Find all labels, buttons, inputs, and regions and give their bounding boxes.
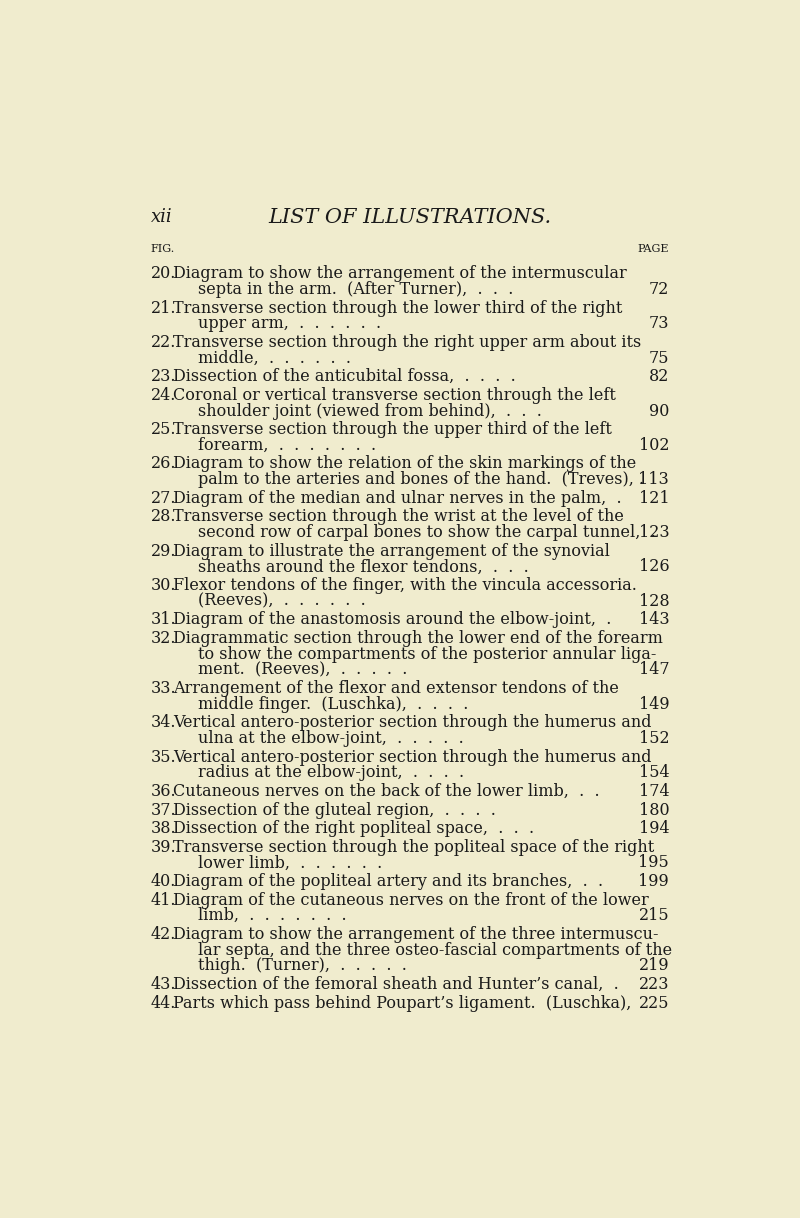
Text: 102: 102 <box>638 437 669 454</box>
Text: limb,  .  .  .  .  .  .  .: limb, . . . . . . . <box>198 907 346 924</box>
Text: 128: 128 <box>638 593 669 610</box>
Text: Diagram of the median and ulnar nerves in the palm,  .: Diagram of the median and ulnar nerves i… <box>173 490 622 507</box>
Text: 123: 123 <box>638 524 669 541</box>
Text: Cutaneous nerves on the back of the lower limb,  .  .: Cutaneous nerves on the back of the lowe… <box>173 783 600 800</box>
Text: Dissection of the gluteal region,  .  .  .  .: Dissection of the gluteal region, . . . … <box>173 801 496 818</box>
Text: Diagram of the anastomosis around the elbow-joint,  .: Diagram of the anastomosis around the el… <box>173 611 611 628</box>
Text: xii: xii <box>151 208 173 227</box>
Text: 199: 199 <box>638 873 669 890</box>
Text: lar septa, and the three osteo-fascial compartments of the: lar septa, and the three osteo-fascial c… <box>198 942 672 959</box>
Text: middle finger.  (Luschka),  .  .  .  .: middle finger. (Luschka), . . . . <box>198 695 468 713</box>
Text: 147: 147 <box>638 661 669 678</box>
Text: middle,  .  .  .  .  .  .: middle, . . . . . . <box>198 350 351 367</box>
Text: Diagrammatic section through the lower end of the forearm: Diagrammatic section through the lower e… <box>173 630 663 647</box>
Text: 121: 121 <box>638 490 669 507</box>
Text: sheaths around the flexor tendons,  .  .  .: sheaths around the flexor tendons, . . . <box>198 558 529 575</box>
Text: 28.: 28. <box>151 508 176 525</box>
Text: 215: 215 <box>638 907 669 924</box>
Text: Vertical antero-posterior section through the humerus and: Vertical antero-posterior section throug… <box>173 749 652 766</box>
Text: 90: 90 <box>649 403 669 419</box>
Text: Diagram to show the arrangement of the three intermuscu-: Diagram to show the arrangement of the t… <box>173 926 658 943</box>
Text: Parts which pass behind Poupart’s ligament.  (Luschka),: Parts which pass behind Poupart’s ligame… <box>173 995 631 1011</box>
Text: to show the compartments of the posterior annular liga-: to show the compartments of the posterio… <box>198 646 656 663</box>
Text: Flexor tendons of the finger, with the vincula accessoria.: Flexor tendons of the finger, with the v… <box>173 577 637 594</box>
Text: Coronal or vertical transverse section through the left: Coronal or vertical transverse section t… <box>173 387 616 404</box>
Text: 225: 225 <box>638 995 669 1011</box>
Text: (Reeves),  .  .  .  .  .  .: (Reeves), . . . . . . <box>198 593 366 610</box>
Text: 180: 180 <box>638 801 669 818</box>
Text: Diagram of the popliteal artery and its branches,  .  .: Diagram of the popliteal artery and its … <box>173 873 603 890</box>
Text: ulna at the elbow-joint,  .  .  .  .  .: ulna at the elbow-joint, . . . . . <box>198 730 464 747</box>
Text: upper arm,  .  .  .  .  .  .: upper arm, . . . . . . <box>198 315 381 333</box>
Text: 75: 75 <box>649 350 669 367</box>
Text: Diagram to show the arrangement of the intermuscular: Diagram to show the arrangement of the i… <box>173 266 627 283</box>
Text: 219: 219 <box>638 957 669 974</box>
Text: forearm,  .  .  .  .  .  .  .: forearm, . . . . . . . <box>198 437 376 454</box>
Text: lower limb,  .  .  .  .  .  .: lower limb, . . . . . . <box>198 855 382 871</box>
Text: Dissection of the right popliteal space,  .  .  .: Dissection of the right popliteal space,… <box>173 820 534 837</box>
Text: Transverse section through the lower third of the right: Transverse section through the lower thi… <box>173 300 622 317</box>
Text: 43.: 43. <box>151 976 176 993</box>
Text: 37.: 37. <box>151 801 177 818</box>
Text: LIST OF ILLUSTRATIONS.: LIST OF ILLUSTRATIONS. <box>269 208 551 227</box>
Text: 149: 149 <box>638 695 669 713</box>
Text: second row of carpal bones to show the carpal tunnel,  .: second row of carpal bones to show the c… <box>198 524 656 541</box>
Text: Arrangement of the flexor and extensor tendons of the: Arrangement of the flexor and extensor t… <box>173 680 619 697</box>
Text: 38.: 38. <box>151 820 177 837</box>
Text: 39.: 39. <box>151 839 177 856</box>
Text: thigh.  (Turner),  .  .  .  .  .: thigh. (Turner), . . . . . <box>198 957 407 974</box>
Text: 23.: 23. <box>151 368 176 385</box>
Text: 174: 174 <box>638 783 669 800</box>
Text: radius at the elbow-joint,  .  .  .  .: radius at the elbow-joint, . . . . <box>198 765 464 782</box>
Text: 25.: 25. <box>151 421 176 438</box>
Text: 26.: 26. <box>151 456 176 473</box>
Text: 152: 152 <box>638 730 669 747</box>
Text: ment.  (Reeves),  .  .  .  .  .: ment. (Reeves), . . . . . <box>198 661 407 678</box>
Text: Dissection of the anticubital fossa,  .  .  .  .: Dissection of the anticubital fossa, . .… <box>173 368 516 385</box>
Text: septa in the arm.  (After Turner),  .  .  .: septa in the arm. (After Turner), . . . <box>198 281 514 298</box>
Text: Transverse section through the wrist at the level of the: Transverse section through the wrist at … <box>173 508 624 525</box>
Text: Transverse section through the right upper arm about its: Transverse section through the right upp… <box>173 334 642 351</box>
Text: 73: 73 <box>649 315 669 333</box>
Text: 20.: 20. <box>151 266 176 283</box>
Text: 126: 126 <box>638 558 669 575</box>
Text: 32.: 32. <box>151 630 176 647</box>
Text: PAGE: PAGE <box>638 244 669 253</box>
Text: 143: 143 <box>638 611 669 628</box>
Text: 35.: 35. <box>151 749 177 766</box>
Text: Diagram to show the relation of the skin markings of the: Diagram to show the relation of the skin… <box>173 456 637 473</box>
Text: 82: 82 <box>649 368 669 385</box>
Text: Diagram to illustrate the arrangement of the synovial: Diagram to illustrate the arrangement of… <box>173 543 610 560</box>
Text: 72: 72 <box>649 281 669 298</box>
Text: 33.: 33. <box>151 680 177 697</box>
Text: 22.: 22. <box>151 334 176 351</box>
Text: 31.: 31. <box>151 611 177 628</box>
Text: shoulder joint (viewed from behind),  .  .  .: shoulder joint (viewed from behind), . .… <box>198 403 542 419</box>
Text: Transverse section through the upper third of the left: Transverse section through the upper thi… <box>173 421 612 438</box>
Text: 113: 113 <box>638 471 669 488</box>
Text: 29.: 29. <box>151 543 176 560</box>
Text: 36.: 36. <box>151 783 177 800</box>
Text: 41.: 41. <box>151 892 176 909</box>
Text: 44.: 44. <box>151 995 176 1011</box>
Text: 30.: 30. <box>151 577 176 594</box>
Text: 40.: 40. <box>151 873 176 890</box>
Text: FIG.: FIG. <box>151 244 175 253</box>
Text: 195: 195 <box>638 855 669 871</box>
Text: 42.: 42. <box>151 926 176 943</box>
Text: palm to the arteries and bones of the hand.  (Treves), .: palm to the arteries and bones of the ha… <box>198 471 644 488</box>
Text: 194: 194 <box>638 820 669 837</box>
Text: 27.: 27. <box>151 490 176 507</box>
Text: 154: 154 <box>638 765 669 782</box>
Text: 34.: 34. <box>151 714 176 731</box>
Text: Diagram of the cutaneous nerves on the front of the lower: Diagram of the cutaneous nerves on the f… <box>173 892 649 909</box>
Text: 223: 223 <box>638 976 669 993</box>
Text: Transverse section through the popliteal space of the right: Transverse section through the popliteal… <box>173 839 654 856</box>
Text: 21.: 21. <box>151 300 176 317</box>
Text: 24.: 24. <box>151 387 176 404</box>
Text: Dissection of the femoral sheath and Hunter’s canal,  .: Dissection of the femoral sheath and Hun… <box>173 976 619 993</box>
Text: Vertical antero-posterior section through the humerus and: Vertical antero-posterior section throug… <box>173 714 652 731</box>
